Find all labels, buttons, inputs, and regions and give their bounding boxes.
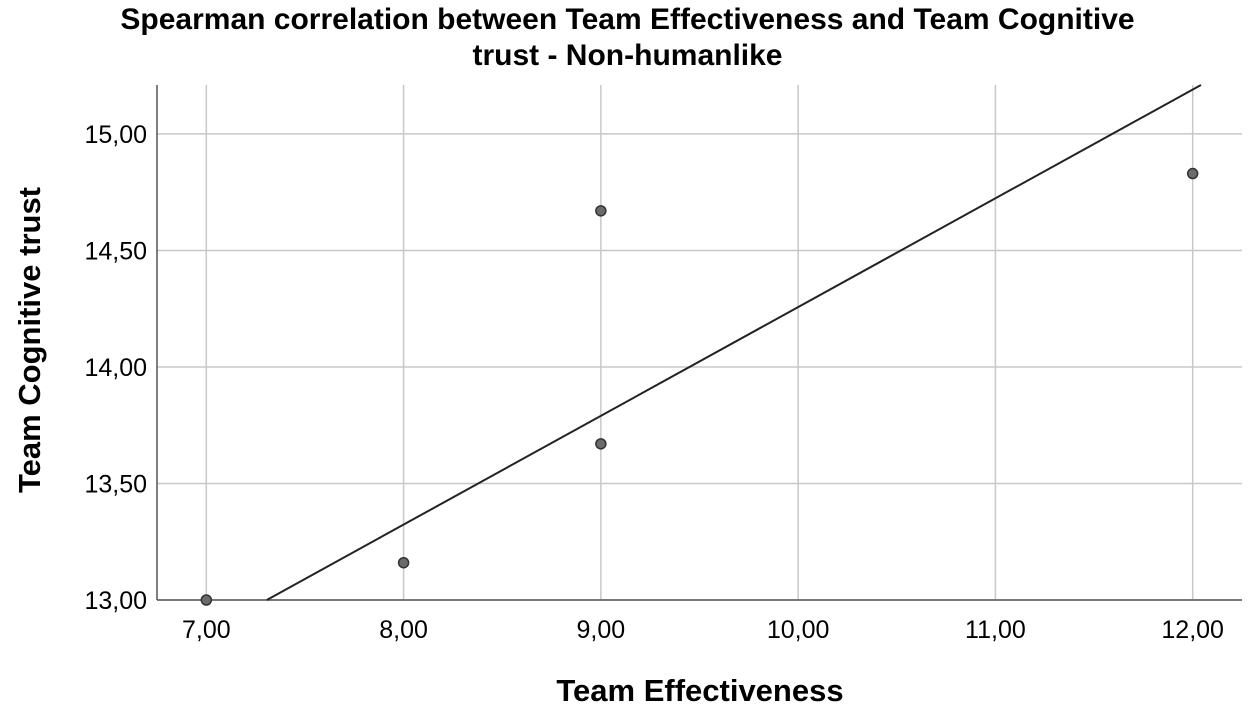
x-tick-label: 10,00 bbox=[767, 616, 830, 644]
x-tick-label: 7,00 bbox=[182, 616, 231, 644]
y-tick-labels: 13,00 13,50 14,00 14,50 15,00 bbox=[84, 121, 147, 615]
chart-title-line-2: trust - Non-humanlike bbox=[472, 39, 783, 72]
x-tick-label: 11,00 bbox=[965, 616, 1026, 644]
chart-title: Spearman correlation between Team Effect… bbox=[0, 2, 1255, 74]
data-point bbox=[595, 438, 607, 450]
y-tick-label: 15,00 bbox=[84, 121, 147, 149]
y-tick-label: 14,00 bbox=[84, 354, 147, 382]
y-tick-label: 13,00 bbox=[84, 587, 147, 615]
data-point bbox=[1186, 167, 1199, 180]
data-point bbox=[397, 556, 410, 569]
y-tick-label: 14,50 bbox=[84, 237, 147, 265]
x-tick-label: 12,00 bbox=[1161, 616, 1224, 644]
y-axis-title: Team Cognitive trust bbox=[12, 187, 47, 493]
data-points bbox=[200, 167, 1199, 606]
horizontal-gridlines bbox=[157, 133, 1242, 601]
x-tick-label: 8,00 bbox=[379, 616, 428, 644]
data-point bbox=[595, 205, 607, 217]
x-tick-labels: 7,00 8,00 9,00 10,00 11,00 12,00 bbox=[182, 616, 1224, 644]
chart-title-line-1: Spearman correlation between Team Effect… bbox=[120, 3, 1135, 36]
data-point bbox=[200, 594, 213, 606]
x-axis-title: Team Effectiveness bbox=[556, 673, 843, 708]
vertical-gridlines bbox=[205, 85, 1194, 600]
y-tick-label: 13,50 bbox=[84, 470, 147, 498]
x-tick-label: 9,00 bbox=[577, 616, 626, 644]
fit-line bbox=[266, 84, 1202, 601]
